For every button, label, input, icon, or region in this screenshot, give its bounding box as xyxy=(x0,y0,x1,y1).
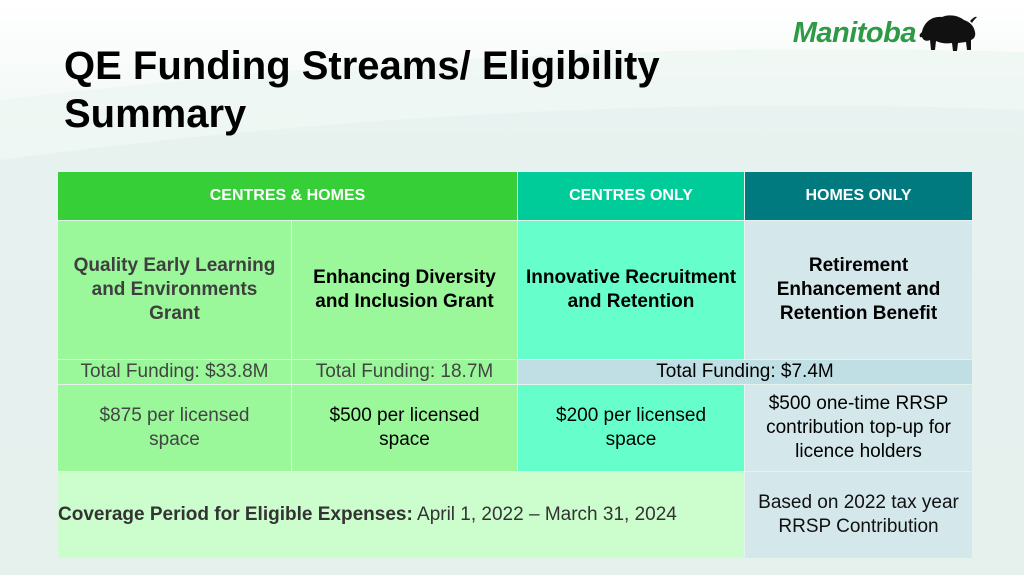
funding-qele: Total Funding: $33.8M xyxy=(57,359,292,385)
manitoba-logo: Manitoba xyxy=(793,12,978,54)
program-name-qele: Quality Early Learning and Environments … xyxy=(57,220,292,360)
coverage-dates: April 1, 2022 – March 31, 2024 xyxy=(417,504,677,525)
program-name-edig: Enhancing Diversity and Inclusion Grant xyxy=(290,220,519,360)
header-centres-homes: CENTRES & HOMES xyxy=(56,171,519,221)
logo-wordmark: Manitoba xyxy=(792,16,917,49)
funding-shared: Total Funding: $7.4M xyxy=(517,359,974,385)
coverage-label: Coverage Period for Eligible Expenses: xyxy=(58,504,413,525)
funding-summary-table: CENTRES & HOMES CENTRES ONLY HOMES ONLY … xyxy=(56,171,974,559)
bison-icon xyxy=(919,15,977,51)
rate-edig: $500 per licensed space xyxy=(290,384,519,472)
header-homes-only: HOMES ONLY xyxy=(744,171,974,221)
funding-edig: Total Funding: 18.7M xyxy=(290,359,519,385)
program-name-rerb: Retirement Enhancement and Retention Ben… xyxy=(744,220,974,360)
page-title: QE Funding Streams/ Eligibility Summary xyxy=(64,44,660,136)
rate-irr: $200 per licensed space xyxy=(517,384,746,472)
rate-rerb: $500 one-time RRSP contribution top-up f… xyxy=(744,384,974,472)
rrsp-basis: Based on 2022 tax year RRSP Contribution xyxy=(744,471,974,559)
coverage-period: Coverage Period for Eligible Expenses: A… xyxy=(56,471,746,559)
header-centres-only: CENTRES ONLY xyxy=(517,171,746,221)
rate-qele: $875 per licensed space xyxy=(57,384,292,472)
program-name-irr: Innovative Recruitment and Retention xyxy=(517,220,746,360)
